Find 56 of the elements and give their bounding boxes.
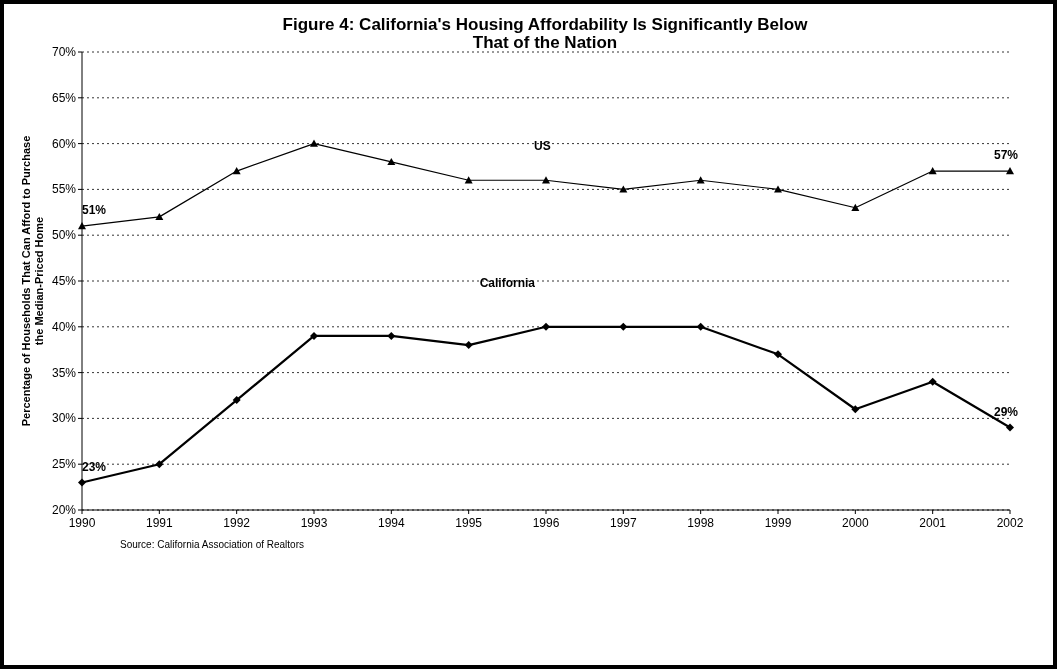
- data-label: 29%: [993, 404, 1019, 419]
- point: [1006, 423, 1014, 432]
- point: [619, 185, 628, 193]
- x-tick-label: 1990: [68, 516, 96, 530]
- point: [78, 222, 86, 230]
- x-tick-label: 1993: [300, 516, 328, 530]
- x-tick-label: 1992: [223, 516, 251, 530]
- x-tick-label: 1995: [455, 516, 483, 530]
- source-note: Source: California Association of Realtors: [120, 539, 304, 550]
- x-tick-label: 2001: [919, 516, 947, 530]
- data-label: 57%: [993, 148, 1019, 163]
- y-tick-label: 65%: [51, 90, 77, 105]
- x-tick-label: 1997: [609, 516, 637, 530]
- y-tick-label: 30%: [51, 411, 77, 426]
- point: [310, 331, 318, 340]
- y-tick-label: 50%: [51, 228, 77, 243]
- chart-title: Figure 4: California's Housing Affordability Is Significantly Below That of the Nation: [282, 15, 809, 52]
- y-tick-label: 25%: [51, 457, 77, 472]
- data-label: 23%: [81, 459, 107, 474]
- y-tick-label: 35%: [51, 365, 77, 380]
- point: [851, 203, 860, 211]
- point: [464, 341, 473, 350]
- point: [928, 377, 937, 386]
- x-tick-label: 1998: [687, 516, 715, 530]
- x-tick-label: 1991: [145, 516, 173, 530]
- point: [387, 157, 396, 166]
- point: [78, 478, 86, 487]
- point: [696, 322, 705, 331]
- point: [928, 167, 937, 175]
- point: [155, 212, 164, 221]
- x-tick-label: 1994: [377, 516, 405, 530]
- y-axis-title: Percentage of Households That Can Afford to Purchase the Median-Priced Home: [20, 135, 45, 427]
- point: [619, 322, 628, 331]
- point: [774, 185, 782, 193]
- x-tick-label: 2002: [996, 516, 1024, 530]
- y-tick-label: 40%: [51, 319, 77, 334]
- y-tick-label: 45%: [51, 274, 77, 288]
- point: [232, 396, 241, 405]
- text: California: [479, 275, 536, 290]
- y-tick-label: 20%: [51, 503, 77, 517]
- point: [1006, 167, 1014, 175]
- point: [232, 167, 241, 175]
- x-tick-label: 1999: [764, 516, 792, 530]
- y-tick-label: 55%: [51, 182, 77, 197]
- series-label: US: [534, 139, 551, 154]
- data-label: 51%: [81, 203, 107, 218]
- x-tick-label: 1996: [532, 516, 560, 530]
- y-tick-label: 60%: [51, 136, 77, 151]
- point: [774, 350, 782, 359]
- x-tick-label: 2000: [841, 516, 869, 530]
- point: [155, 460, 164, 469]
- point: [310, 139, 318, 147]
- point: [851, 405, 860, 414]
- point: [542, 322, 550, 331]
- point: [387, 331, 396, 340]
- y-tick-label: 70%: [51, 45, 77, 59]
